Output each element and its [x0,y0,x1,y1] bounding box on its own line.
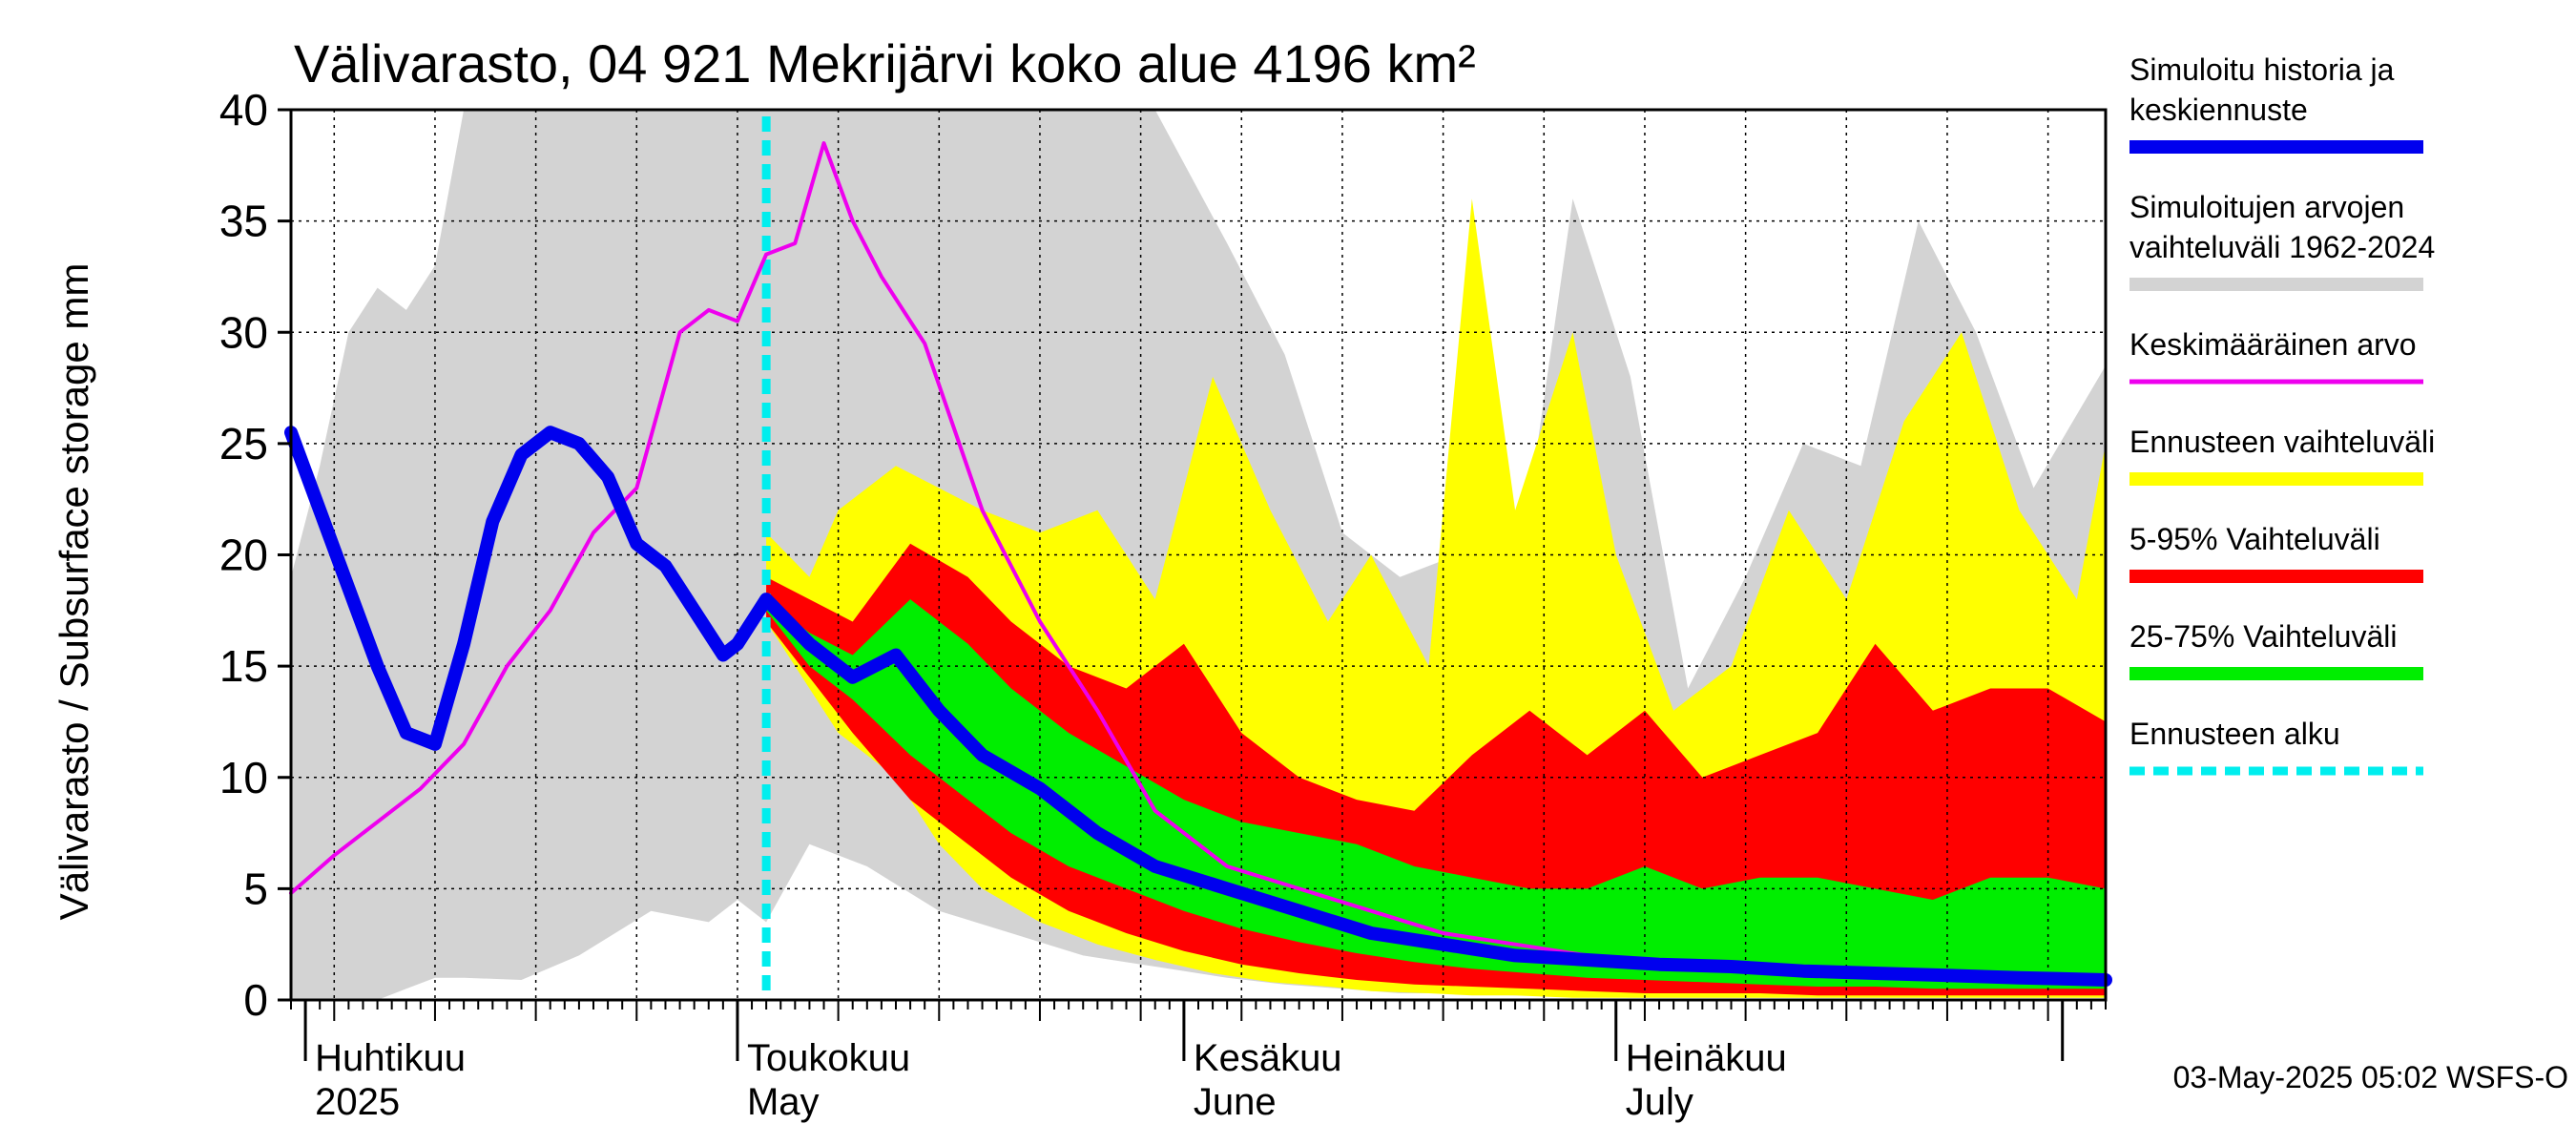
legend-label: keskiennuste [2129,93,2308,127]
legend-label: Ennusteen alku [2129,717,2340,751]
legend-label: 5-95% Vaihteluväli [2129,522,2380,556]
y-tick-label: 20 [219,531,268,580]
plot-axes: 0510152025303540Huhtikuu2025ToukokuuMayK… [219,85,2108,1123]
x-month-label: Heinäkuu [1626,1037,1787,1079]
legend-label: 25-75% Vaihteluväli [2129,619,2397,654]
legend-label: Simuloitu historia ja [2129,52,2395,87]
x-month-sublabel: June [1194,1081,1277,1123]
y-tick-label: 35 [219,197,268,246]
x-month-sublabel: July [1626,1081,1693,1123]
y-tick-label: 25 [219,419,268,468]
x-month-sublabel: May [747,1081,820,1123]
y-tick-label: 5 [243,864,268,913]
legend-label: vaihteluväli 1962-2024 [2129,230,2435,264]
y-tick-label: 30 [219,307,268,357]
legend-label: Ennusteen vaihteluväli [2129,425,2435,459]
x-month-label: Kesäkuu [1194,1037,1342,1079]
legend-label: Simuloitujen arvojen [2129,190,2404,224]
legend: Simuloitu historia ja keskiennuste Simuloi… [2129,52,2435,776]
plot-grid [291,109,2106,1000]
plot-lines [284,116,2112,1000]
footer-timestamp: 03-May-2025 05:02 WSFS-O [2173,1060,2568,1094]
y-axis-label: Välivarasto / Subsurface storage mm [52,263,96,921]
y-tick-label: 0 [243,975,268,1025]
line-simuloitu-historia-ja-keskiennuste [284,426,2112,987]
x-month-label: Toukokuu [747,1037,910,1079]
legend-label: Keskimääräinen arvo [2129,327,2417,362]
band-25-75-vaihteluvali [766,599,2106,989]
y-tick-label: 10 [219,753,268,802]
x-month-label: Huhtikuu [315,1037,466,1079]
y-tick-label: 15 [219,641,268,691]
x-month-sublabel: 2025 [315,1081,400,1123]
chart-title: Välivarasto, 04 921 Mekrijärvi koko alue… [294,33,1476,94]
y-tick-label: 40 [219,85,268,135]
